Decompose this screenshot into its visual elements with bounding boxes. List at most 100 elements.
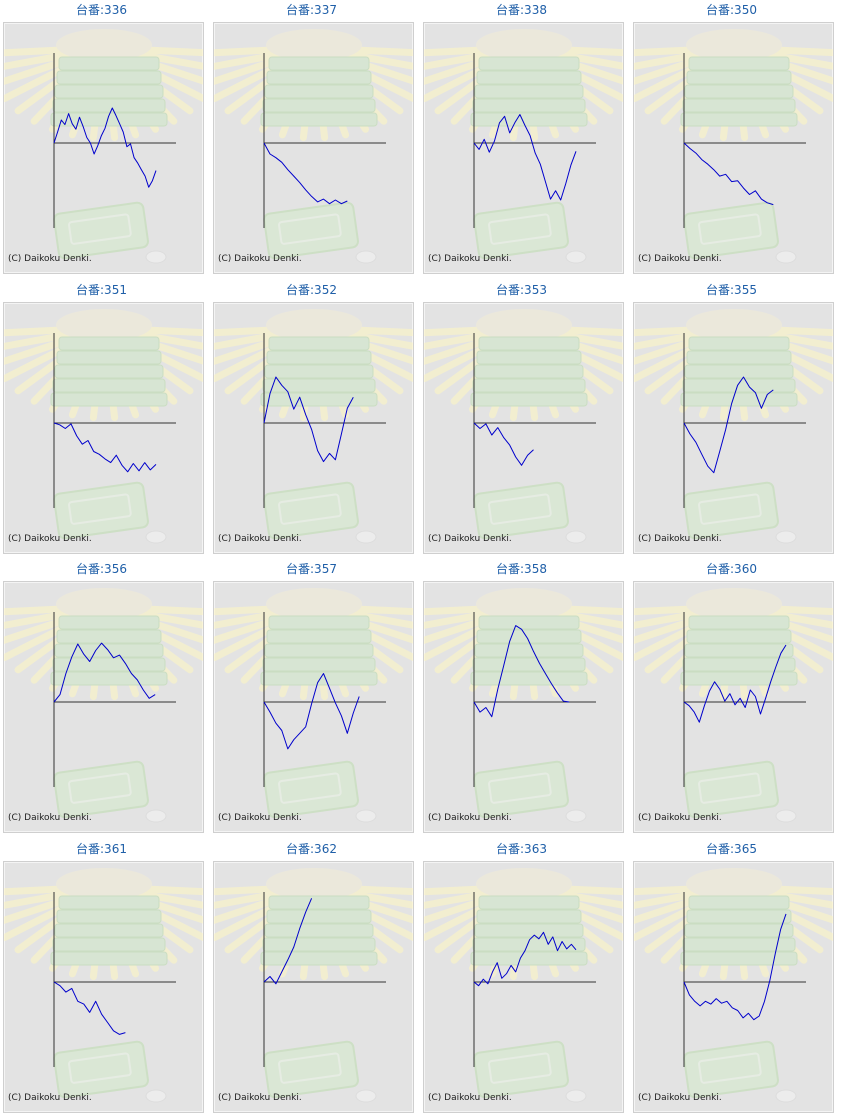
graph-panel: (C) Daikoku Denki.: [633, 302, 834, 554]
machine-number-link[interactable]: 台番:357: [286, 562, 337, 576]
graph-panel: (C) Daikoku Denki.: [213, 302, 414, 554]
graph-svg: [634, 588, 833, 823]
machine-number-link[interactable]: 台番:361: [76, 842, 127, 856]
graph-svg: [214, 309, 413, 544]
copyright-text: (C) Daikoku Denki.: [218, 813, 302, 823]
graph-svg: [634, 29, 833, 264]
background-illustration: [634, 588, 833, 823]
graph-svg: [4, 868, 203, 1103]
graph-panel: (C) Daikoku Denki.: [633, 581, 834, 833]
graph-panel: (C) Daikoku Denki.: [3, 861, 204, 1113]
payout-line: [473, 625, 570, 718]
graph-svg: [214, 868, 413, 1103]
graph-panel: (C) Daikoku Denki.: [213, 581, 414, 833]
graph-svg: [214, 29, 413, 264]
payout-line: [53, 981, 126, 1035]
machine-chart-cell: 台番:357 (C) Daikoku Denki.: [210, 559, 414, 837]
machine-chart-cell: 台番:352 (C) Daikoku Denki.: [210, 280, 414, 558]
graph-panel: (C) Daikoku Denki.: [423, 581, 624, 833]
machine-chart-cell: 台番:336 (C) Daikoku Denki.: [0, 0, 204, 278]
machine-number-link[interactable]: 台番:351: [76, 283, 127, 297]
graph-svg: [424, 588, 623, 823]
copyright-text: (C) Daikoku Denki.: [8, 1093, 92, 1103]
copyright-text: (C) Daikoku Denki.: [638, 254, 722, 264]
payout-line: [263, 898, 313, 985]
graph-panel: (C) Daikoku Denki.: [213, 22, 414, 274]
machine-number-link[interactable]: 台番:356: [76, 562, 127, 576]
machine-chart-cell: 台番:353 (C) Daikoku Denki.: [420, 280, 624, 558]
background-illustration: [424, 29, 623, 264]
payout-line: [263, 376, 354, 463]
copyright-text: (C) Daikoku Denki.: [638, 1093, 722, 1103]
graph-panel: (C) Daikoku Denki.: [423, 302, 624, 554]
machine-number-link[interactable]: 台番:350: [706, 3, 757, 17]
machine-number-link[interactable]: 台番:360: [706, 562, 757, 576]
background-illustration: [214, 309, 413, 544]
graph-svg: [4, 309, 203, 544]
copyright-text: (C) Daikoku Denki.: [428, 813, 512, 823]
copyright-text: (C) Daikoku Denki.: [8, 254, 92, 264]
machine-number-link[interactable]: 台番:355: [706, 283, 757, 297]
payout-line: [473, 114, 577, 201]
background-illustration: [214, 588, 413, 823]
graph-panel: (C) Daikoku Denki.: [3, 581, 204, 833]
payout-line: [473, 931, 577, 987]
copyright-text: (C) Daikoku Denki.: [218, 254, 302, 264]
background-illustration: [424, 868, 623, 1103]
machine-chart-cell: 台番:361 (C) Daikoku Denki.: [0, 839, 204, 1117]
machine-chart-cell: 台番:356 (C) Daikoku Denki.: [0, 559, 204, 837]
copyright-text: (C) Daikoku Denki.: [638, 534, 722, 544]
machine-number-link[interactable]: 台番:363: [496, 842, 547, 856]
copyright-text: (C) Daikoku Denki.: [428, 254, 512, 264]
graph-panel: (C) Daikoku Denki.: [3, 302, 204, 554]
payout-line: [683, 913, 787, 1021]
copyright-text: (C) Daikoku Denki.: [8, 813, 92, 823]
background-illustration: [4, 29, 203, 264]
copyright-text: (C) Daikoku Denki.: [218, 1093, 302, 1103]
payout-line: [53, 107, 157, 188]
background-illustration: [634, 868, 833, 1103]
graph-panel: (C) Daikoku Denki.: [423, 861, 624, 1113]
machine-number-link[interactable]: 台番:358: [496, 562, 547, 576]
machine-number-link[interactable]: 台番:353: [496, 283, 547, 297]
payout-line: [473, 422, 534, 466]
machine-chart-cell: 台番:337 (C) Daikoku Denki.: [210, 0, 414, 278]
graph-svg: [4, 29, 203, 264]
machine-chart-cell: 台番:363 (C) Daikoku Denki.: [420, 839, 624, 1117]
machine-chart-cell: 台番:350 (C) Daikoku Denki.: [630, 0, 834, 278]
graph-svg: [424, 29, 623, 264]
payout-line: [263, 673, 360, 750]
machine-number-link[interactable]: 台番:362: [286, 842, 337, 856]
machine-chart-cell: 台番:362 (C) Daikoku Denki.: [210, 839, 414, 1117]
copyright-text: (C) Daikoku Denki.: [428, 1093, 512, 1103]
machine-chart-cell: 台番:360 (C) Daikoku Denki.: [630, 559, 834, 837]
graph-svg: [214, 588, 413, 823]
background-illustration: [424, 309, 623, 544]
background-illustration: [424, 588, 623, 823]
machine-chart-cell: 台番:365 (C) Daikoku Denki.: [630, 839, 834, 1117]
machine-chart-cell: 台番:338 (C) Daikoku Denki.: [420, 0, 624, 278]
payout-line: [683, 376, 774, 474]
machine-number-link[interactable]: 台番:336: [76, 3, 127, 17]
payout-line: [263, 142, 348, 205]
machine-number-link[interactable]: 台番:337: [286, 3, 337, 17]
background-illustration: [4, 309, 203, 544]
graph-panel: (C) Daikoku Denki.: [213, 861, 414, 1113]
graph-svg: [634, 868, 833, 1103]
machine-number-link[interactable]: 台番:365: [706, 842, 757, 856]
graph-svg: [4, 588, 203, 823]
machine-number-link[interactable]: 台番:352: [286, 283, 337, 297]
machine-chart-cell: 台番:351 (C) Daikoku Denki.: [0, 280, 204, 558]
background-illustration: [214, 868, 413, 1103]
machine-number-link[interactable]: 台番:338: [496, 3, 547, 17]
background-illustration: [634, 29, 833, 264]
machine-chart-cell: 台番:358 (C) Daikoku Denki.: [420, 559, 624, 837]
payout-line: [53, 422, 157, 473]
payout-line: [683, 142, 774, 206]
copyright-text: (C) Daikoku Denki.: [8, 534, 92, 544]
graph-svg: [634, 309, 833, 544]
copyright-text: (C) Daikoku Denki.: [638, 813, 722, 823]
graph-panel: (C) Daikoku Denki.: [633, 861, 834, 1113]
payout-line: [53, 642, 156, 703]
